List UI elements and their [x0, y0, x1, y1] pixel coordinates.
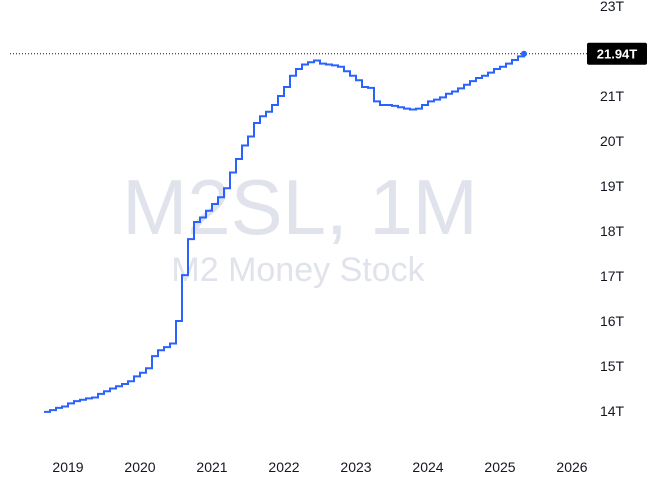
y-tick-label: 17T: [600, 268, 625, 284]
y-tick-label: 19T: [600, 178, 625, 194]
watermark-symbol: M2SL, 1M: [122, 163, 477, 251]
series-line: [44, 53, 525, 413]
x-tick-label: 2025: [484, 459, 515, 475]
x-tick-label: 2019: [52, 459, 83, 475]
x-axis: 2019 2020 2021 2022 2023 2024 2025 2026: [52, 459, 587, 475]
last-value-badge-bg: [587, 42, 647, 65]
x-tick-label: 2022: [268, 459, 299, 475]
y-tick-label: 18T: [600, 223, 625, 239]
x-tick-label: 2026: [556, 459, 587, 475]
y-tick-label: 23T: [600, 0, 625, 14]
y-axis: 14T 15T 16T 17T 18T 19T 20T 21T 23T: [600, 0, 625, 419]
last-value-point: [521, 50, 527, 57]
watermark: M2SL, 1M M2 Money Stock: [122, 163, 477, 289]
last-value-badge: 21.94T: [587, 42, 647, 65]
y-tick-label: 16T: [600, 313, 625, 329]
x-tick-label: 2023: [340, 459, 371, 475]
y-tick-label: 14T: [600, 403, 625, 419]
last-value-label: 21.94T: [597, 47, 638, 62]
y-tick-label: 20T: [600, 133, 625, 149]
x-tick-label: 2021: [196, 459, 227, 475]
y-tick-label: 21T: [600, 88, 625, 104]
y-tick-label: 15T: [600, 358, 625, 374]
x-tick-label: 2020: [124, 459, 155, 475]
x-tick-label: 2024: [412, 459, 443, 475]
watermark-description: M2 Money Stock: [171, 251, 425, 289]
